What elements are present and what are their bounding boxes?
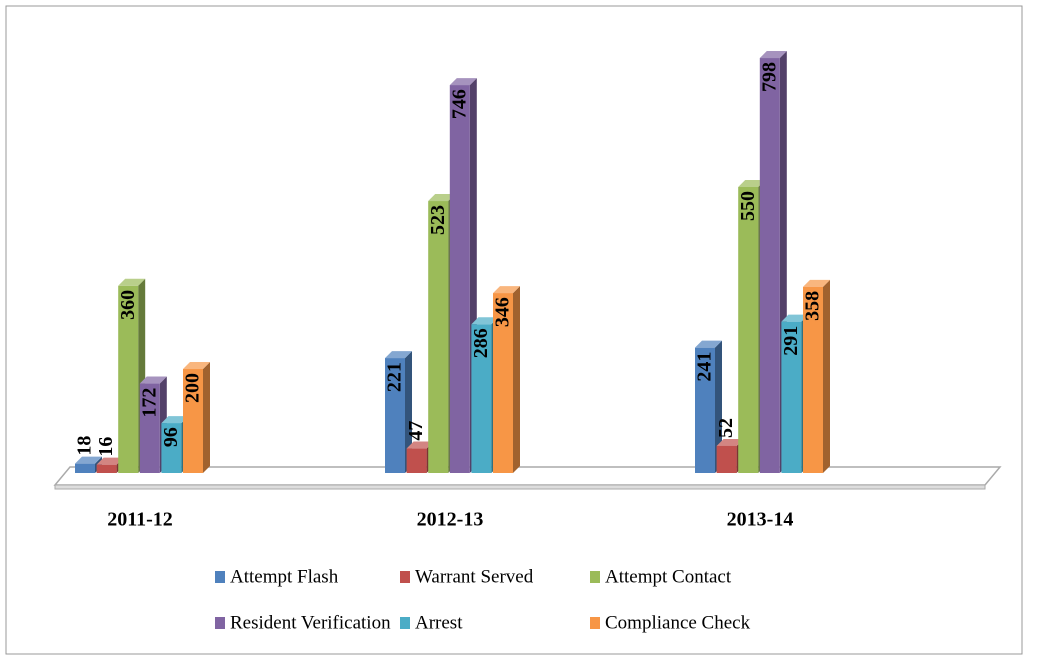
legend-label: Compliance Check — [605, 612, 751, 633]
value-label: 550 — [737, 191, 759, 221]
legend-swatch — [400, 571, 410, 583]
legend-swatch — [590, 617, 600, 629]
value-label: 221 — [384, 362, 406, 392]
bar-top — [471, 317, 499, 325]
bar-side — [823, 279, 830, 473]
bar — [471, 324, 492, 473]
bar-side — [405, 351, 412, 473]
bar-top — [75, 456, 102, 464]
bar-top — [493, 286, 520, 294]
bar-top — [759, 51, 787, 59]
bar — [738, 187, 759, 473]
bar — [428, 201, 449, 474]
legend-swatch — [215, 617, 225, 629]
legend-label: Resident Verification — [230, 612, 391, 633]
bar-top — [803, 279, 830, 287]
bar-top — [139, 376, 167, 384]
bar-top — [449, 78, 477, 86]
bar-side — [203, 362, 210, 473]
value-label: 286 — [470, 328, 492, 358]
legend-swatch — [590, 571, 600, 583]
bar — [161, 423, 182, 473]
bar — [406, 448, 427, 473]
value-label: 18 — [74, 436, 96, 456]
bar — [716, 445, 737, 473]
legend-label: Attempt Contact — [605, 566, 732, 587]
value-label: 798 — [758, 62, 780, 92]
bar-top — [695, 340, 722, 348]
value-label: 47 — [405, 421, 427, 441]
legend-swatch — [215, 571, 225, 583]
legend-label: Warrant Served — [415, 566, 534, 587]
bar-top — [406, 441, 434, 449]
bar-top — [428, 194, 456, 202]
value-label: 346 — [492, 297, 514, 327]
value-label: 523 — [427, 205, 449, 235]
floor-edge — [54, 484, 986, 490]
bar — [118, 285, 139, 473]
value-label: 96 — [160, 427, 182, 447]
bar-side — [715, 340, 722, 473]
bar — [781, 321, 802, 473]
legend-label: Arrest — [415, 612, 463, 633]
bar-top — [738, 180, 766, 187]
bar-top — [781, 314, 809, 322]
bar — [75, 463, 95, 473]
bar — [183, 369, 203, 473]
bar — [493, 293, 513, 473]
value-label: 200 — [182, 373, 204, 403]
bar-top — [96, 457, 124, 465]
legend-label: Attempt Flash — [230, 566, 339, 587]
value-label: 746 — [448, 89, 470, 119]
bar-top — [385, 351, 412, 359]
value-label: 52 — [715, 418, 737, 438]
value-label: 358 — [802, 291, 824, 321]
bar-top — [161, 416, 189, 424]
bar — [449, 85, 470, 473]
bar — [759, 58, 780, 473]
bar — [139, 383, 160, 473]
value-label: 291 — [780, 326, 802, 356]
value-label: 172 — [138, 388, 160, 418]
bar — [803, 286, 823, 473]
bar-top — [183, 362, 210, 369]
bar-side — [513, 286, 520, 473]
value-label: 360 — [117, 290, 139, 320]
x-tick-label: 2013-14 — [727, 509, 794, 531]
legend-swatch — [400, 617, 410, 629]
bar-top — [118, 278, 146, 286]
bar-top — [716, 438, 744, 446]
bar — [695, 347, 715, 473]
value-label: 241 — [694, 352, 716, 382]
bar — [96, 464, 117, 473]
bar — [385, 358, 405, 473]
x-tick-label: 2012-13 — [417, 509, 484, 531]
x-tick-label: 2011-12 — [107, 509, 173, 531]
value-label: 16 — [95, 437, 117, 457]
